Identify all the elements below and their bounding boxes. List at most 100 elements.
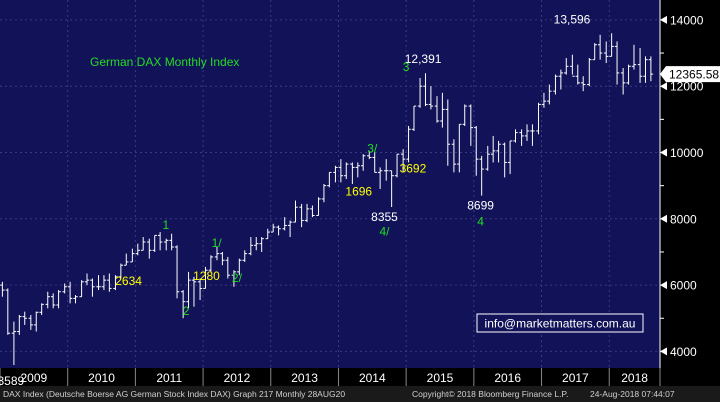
ohlc-bar (316, 197, 321, 216)
ohlc-bar (524, 124, 530, 141)
ohlc-bar (468, 104, 474, 146)
ohlc-bar (547, 84, 552, 105)
ohlc-bar (440, 92, 445, 128)
y-tick-marker (660, 214, 667, 223)
ohlc-bar (406, 125, 411, 163)
annotation-label: 12,391 (405, 52, 442, 66)
ohlc-bar (474, 125, 479, 176)
annotation-label: 8355 (371, 210, 398, 224)
ohlc-bar (445, 99, 451, 166)
ohlc-bar (637, 48, 643, 83)
ohlc-bar (17, 314, 22, 335)
ohlc-bar (614, 41, 620, 85)
x-tick-label: 2014 (359, 371, 386, 385)
ohlc-bar (355, 162, 360, 178)
ohlc-bar (186, 271, 191, 309)
ohlc-bar (428, 86, 434, 110)
ohlc-bar (34, 311, 39, 332)
ohlc-bar (203, 266, 208, 289)
ohlc-bar (225, 256, 231, 279)
ohlc-bar (496, 140, 501, 163)
ohlc-bar (152, 234, 157, 252)
ohlc-bar (575, 64, 580, 85)
ohlc-bar (265, 228, 270, 240)
ohlc-bar (197, 278, 203, 301)
ohlc-bar (513, 129, 518, 143)
ohlc-bar (73, 295, 78, 304)
ohlc-bar (457, 123, 462, 173)
ohlc-bar (310, 205, 315, 218)
annotation-label: 3 (403, 60, 410, 74)
ohlc-bar (587, 58, 592, 87)
ohlc-bar (299, 203, 304, 228)
ohlc-bar (338, 159, 344, 183)
ohlc-bar (479, 155, 484, 196)
ohlc-bar (350, 162, 355, 184)
ohlc-bar (462, 104, 467, 126)
ohlc-bar (604, 41, 609, 63)
ohlc-bar (79, 280, 84, 298)
ohlc-bar (169, 233, 174, 251)
ohlc-bar (367, 150, 372, 160)
ohlc-bar (259, 237, 264, 252)
ohlc-bar (0, 281, 5, 297)
footer-bar: DAX Index (Deutsche Boerse AG German Sto… (0, 386, 720, 402)
ohlc-bar (90, 278, 95, 297)
ohlc-bar (536, 102, 541, 135)
annotation-label: 13,596 (554, 12, 591, 26)
ohlc-bar (157, 232, 163, 251)
ohlc-bar (130, 248, 135, 263)
x-tick-label: 2011 (156, 371, 182, 385)
ohlc-bar (626, 64, 631, 85)
ohlc-bar (389, 170, 394, 208)
ohlc-bar (502, 142, 507, 178)
y-tick-label: 6000 (670, 279, 697, 293)
x-tick-label: 2009 (20, 371, 47, 385)
ohlc-bar (28, 314, 34, 330)
ohlc-bar (208, 255, 214, 272)
ohlc-bar (394, 153, 400, 178)
ohlc-bar (361, 154, 366, 171)
annotation-label: 1280 (193, 269, 220, 283)
annotation-label: 8699 (467, 199, 494, 213)
annotation-label: 2 (183, 304, 190, 318)
annotation-label: 1/ (212, 236, 223, 250)
ohlc-bar (39, 303, 44, 315)
ohlc-bar (519, 129, 524, 146)
ohlc-bar (564, 58, 569, 75)
ohlc-bar (174, 245, 180, 299)
ohlc-bar (451, 139, 457, 173)
annotation-label: 4 (477, 214, 484, 228)
ohlc-bar (327, 171, 332, 188)
ohlc-bar (558, 69, 564, 90)
ohlc-bar (11, 321, 17, 366)
y-tick-marker (660, 347, 667, 356)
ohlc-bar (541, 92, 547, 108)
ohlc-bar (270, 223, 276, 233)
ohlc-bar (631, 44, 637, 70)
last-price-box (660, 66, 720, 83)
ohlc-bar (135, 243, 140, 256)
x-tick-label: 2010 (88, 371, 115, 385)
annotation-label: 3692 (400, 161, 427, 175)
y-tick-label: 14000 (670, 13, 704, 27)
ohlc-bar (293, 200, 298, 223)
x-tick-label: 2016 (494, 371, 521, 385)
ohlc-bar (237, 258, 242, 276)
annotation-label: 1 (163, 218, 170, 232)
ohlc-bar (643, 56, 648, 83)
ohlc-bar (434, 96, 440, 123)
chart-title: German DAX Monthly Index (90, 55, 239, 69)
ohlc-bar (164, 238, 169, 251)
y-tick-marker (660, 82, 667, 91)
footer-timestamp: 24-Aug-2018 07:44:07 (590, 389, 675, 399)
annotation-label: 3/ (367, 142, 378, 156)
ohlc-bar (242, 250, 247, 262)
plot-area (0, 0, 660, 368)
x-axis-band (0, 368, 660, 386)
y-tick-marker (660, 281, 667, 290)
ohlc-bar (530, 124, 535, 146)
x-tick-label: 2015 (427, 371, 454, 385)
ohlc-bar (113, 275, 118, 291)
ohlc-bar (254, 237, 259, 251)
